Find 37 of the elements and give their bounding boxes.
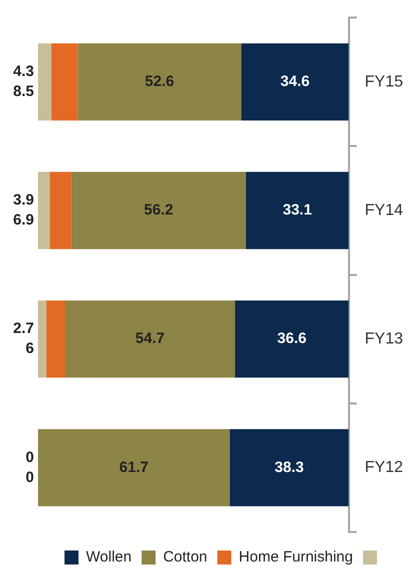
y-tick-label: FY12 [364,459,404,476]
bar [38,429,230,506]
legend-label: Home Furnishing [238,548,353,566]
bar [38,300,46,378]
data-label: 6 [26,340,34,358]
data-label: 3.9 [13,192,34,209]
bar [65,300,236,378]
y-tick-label: FY14 [364,202,404,219]
data-label: 0 [26,448,34,466]
data-label: 38.3 [274,458,304,476]
data-label: 8.5 [13,83,34,100]
data-label: 34.6 [280,73,310,90]
y-tick-label: FY13 [364,330,404,348]
bar [51,43,78,120]
bar [235,300,349,378]
data-label: 56.2 [144,202,174,219]
bar [78,43,242,120]
data-label: 4.3 [13,63,34,80]
bar [38,43,52,120]
data-label: 6.9 [13,212,34,229]
bar [246,172,349,250]
data-label: 54.7 [135,330,165,348]
data-label: 0 [26,468,34,486]
bar [230,429,349,506]
bar [46,300,66,378]
bar [241,43,349,120]
data-label: 52.6 [144,73,174,90]
data-label: 36.6 [277,330,306,348]
data-label: 33.1 [282,202,312,219]
bar [71,172,246,250]
data-label: 61.7 [119,458,148,476]
legend-label: Wollen [86,548,132,566]
bar [50,172,72,250]
y-tick-label: FY15 [364,73,404,90]
bar [38,172,50,250]
legend-label: Cotton [163,548,208,566]
data-label: 2.7 [13,320,34,338]
